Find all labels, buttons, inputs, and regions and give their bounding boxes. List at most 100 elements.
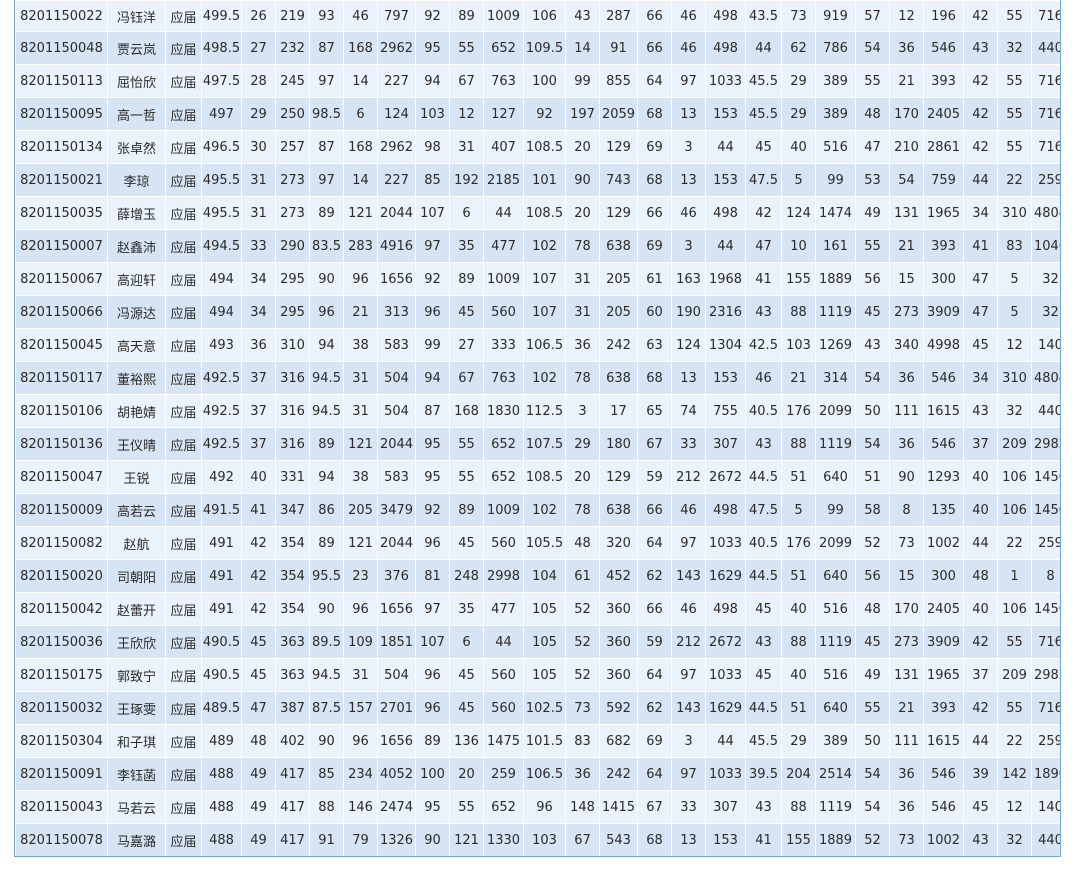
table-cell: 46: [671, 196, 706, 230]
table-cell: 13: [671, 97, 706, 131]
table-cell: 197: [565, 97, 600, 131]
table-cell: 242: [599, 328, 638, 362]
table-cell: 1450: [1031, 592, 1060, 626]
table-cell: 389: [815, 97, 856, 131]
table-cell: 29: [781, 97, 816, 131]
table-cell: 83.5: [309, 229, 344, 263]
student-name-cell: 马若云: [107, 790, 166, 824]
table-cell: 2701: [377, 691, 416, 725]
table-cell: 168: [343, 130, 378, 164]
student-id-cell: 8201150304: [15, 724, 108, 758]
table-cell: 89: [415, 724, 450, 758]
table-cell: 3909: [923, 625, 964, 659]
student-name-cell: 董裕熙: [107, 361, 166, 395]
table-cell: 1968: [705, 262, 746, 296]
table-cell: 205: [599, 262, 638, 296]
table-row: 8201150047 王锐 应届 492 40 331 94 38 583 95 55 652 108.…: [15, 460, 1060, 494]
table-cell: 101.5: [523, 724, 566, 758]
table-cell: 44: [745, 31, 782, 65]
table-row: 8201150066 冯源达 应届 494 34 295 96 21 313 96 45 560 107…: [15, 295, 1060, 329]
table-cell: 43: [745, 295, 782, 329]
table-cell: 56: [855, 559, 890, 593]
table-cell: 54: [855, 31, 890, 65]
table-cell: 33: [671, 427, 706, 461]
table-cell: 38: [343, 460, 378, 494]
table-cell: 20: [565, 460, 600, 494]
table-cell: 22: [997, 724, 1032, 758]
table-cell: 43: [745, 427, 782, 461]
table-cell: 109: [343, 625, 378, 659]
table-cell: 640: [815, 460, 856, 494]
table-row: 8201150048 贾云岚 应届 498.5 27 232 87 168 2962 95 55 65…: [15, 31, 1060, 65]
table-cell: 27: [241, 31, 276, 65]
table-cell: 2316: [705, 295, 746, 329]
table-cell: 124: [377, 97, 416, 131]
table-row: 8201150091 李钰菡 应届 488 49 417 85 234 4052 100 20 259…: [15, 757, 1060, 791]
table-cell: 716: [1031, 691, 1060, 725]
table-cell: 31: [343, 361, 378, 395]
table-cell: 1889: [815, 262, 856, 296]
table-cell: 55: [997, 625, 1032, 659]
table-cell: 90: [889, 460, 924, 494]
table-cell: 49: [241, 823, 276, 856]
table-cell: 1304: [705, 328, 746, 362]
table-cell: 36: [889, 31, 924, 65]
table-cell: 89: [309, 427, 344, 461]
table-cell: 51: [781, 691, 816, 725]
table-cell: 86: [309, 493, 344, 527]
table-cell: 应届: [165, 0, 202, 32]
student-name-cell: 高天意: [107, 328, 166, 362]
table-cell: 640: [815, 691, 856, 725]
table-cell: 314: [815, 361, 856, 395]
table-cell: 652: [483, 427, 524, 461]
table-cell: 786: [815, 31, 856, 65]
table-cell: 43: [855, 328, 890, 362]
table-cell: 94.5: [309, 361, 344, 395]
table-cell: 1293: [923, 460, 964, 494]
table-cell: 417: [275, 823, 310, 856]
table-cell: 100: [523, 64, 566, 98]
table-cell: 45: [241, 658, 276, 692]
table-cell: 106: [523, 0, 566, 32]
table-row: 8201150117 董裕熙 应届 492.5 37 316 94.5 31 504 94 67 76…: [15, 361, 1060, 395]
table-cell: 36: [565, 757, 600, 791]
table-cell: 52: [565, 625, 600, 659]
table-row: 8201150106 胡艳婧 应届 492.5 37 316 94.5 31 504 87 168 1…: [15, 394, 1060, 428]
student-name-cell: 薛增玉: [107, 196, 166, 230]
table-cell: 49: [855, 196, 890, 230]
table-cell: 68: [637, 823, 672, 856]
table-cell: 407: [483, 130, 524, 164]
table-cell: 40: [963, 460, 998, 494]
student-name-cell: 王琢雯: [107, 691, 166, 725]
table-cell: 32: [1031, 262, 1060, 296]
table-cell: 300: [923, 262, 964, 296]
table-cell: 29: [781, 64, 816, 98]
table-cell: 1009: [483, 0, 524, 32]
table-cell: 2405: [923, 592, 964, 626]
table-cell: 32: [997, 31, 1032, 65]
table-cell: 168: [449, 394, 484, 428]
table-cell: 504: [377, 361, 416, 395]
table-cell: 273: [275, 163, 310, 197]
student-id-cell: 8201150067: [15, 262, 108, 296]
table-cell: 259: [483, 757, 524, 791]
table-cell: 97: [671, 658, 706, 692]
table-cell: 68: [637, 361, 672, 395]
table-cell: 763: [483, 361, 524, 395]
table-cell: 应届: [165, 394, 202, 428]
table-cell: 87: [309, 130, 344, 164]
table-cell: 495.5: [201, 196, 242, 230]
table-cell: 应届: [165, 262, 202, 296]
table-cell: 333: [483, 328, 524, 362]
table-cell: 64: [637, 757, 672, 791]
table-cell: 135: [923, 493, 964, 527]
table-cell: 42: [963, 64, 998, 98]
table-cell: 47: [745, 229, 782, 263]
table-cell: 41: [745, 262, 782, 296]
table-cell: 66: [637, 196, 672, 230]
table-cell: 273: [275, 196, 310, 230]
table-cell: 42: [241, 592, 276, 626]
table-cell: 20: [565, 196, 600, 230]
table-cell: 546: [923, 31, 964, 65]
table-cell: 1890: [1031, 757, 1060, 791]
